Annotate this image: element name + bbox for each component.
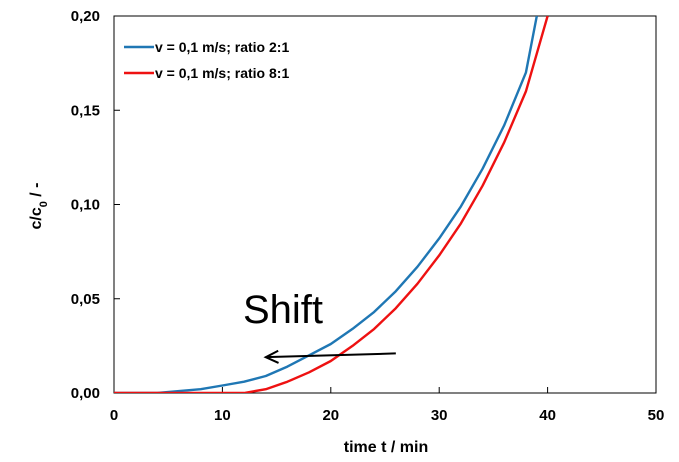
shift-arrow-line [265,352,396,359]
y-axis-title-subscript: 0 [38,201,50,207]
y-tick-label: 0,10 [71,197,100,214]
x-tick-label: 50 [648,407,665,424]
y-axis-title: c/c0 / - [28,182,50,229]
x-tick-label: 0 [110,407,118,424]
x-axis-title: time t / min [344,439,428,456]
series-line-2 [114,16,549,393]
series-line-1 [114,16,538,393]
legend: v = 0,1 m/s; ratio 2:1 v = 0,1 m/s; ratio… [124,39,289,81]
x-tick-label: 20 [322,407,339,424]
y-tick-label: 0,05 [71,291,100,308]
legend-label-2: v = 0,1 m/s; ratio 8:1 [155,65,289,81]
legend-label-1: v = 0,1 m/s; ratio 2:1 [155,39,289,55]
x-tick-label: 10 [214,407,231,424]
ticks: 0 10 20 30 40 50 0,00 0,05 0,10 0,15 0,20 [71,8,665,424]
series-group [114,16,549,393]
y-tick-label: 0,20 [71,8,100,25]
x-tick-label: 40 [539,407,556,424]
y-tick-label: 0,15 [71,102,100,119]
shift-annotation: Shift [243,288,323,332]
x-tick-label: 30 [431,407,448,424]
y-axis-title-suffix: / - [28,182,45,201]
y-axis-title-main: c/c [28,207,45,229]
annotation-group: Shift [243,288,396,364]
shift-arrow-head [263,349,279,364]
y-tick-label: 0,00 [71,385,100,402]
